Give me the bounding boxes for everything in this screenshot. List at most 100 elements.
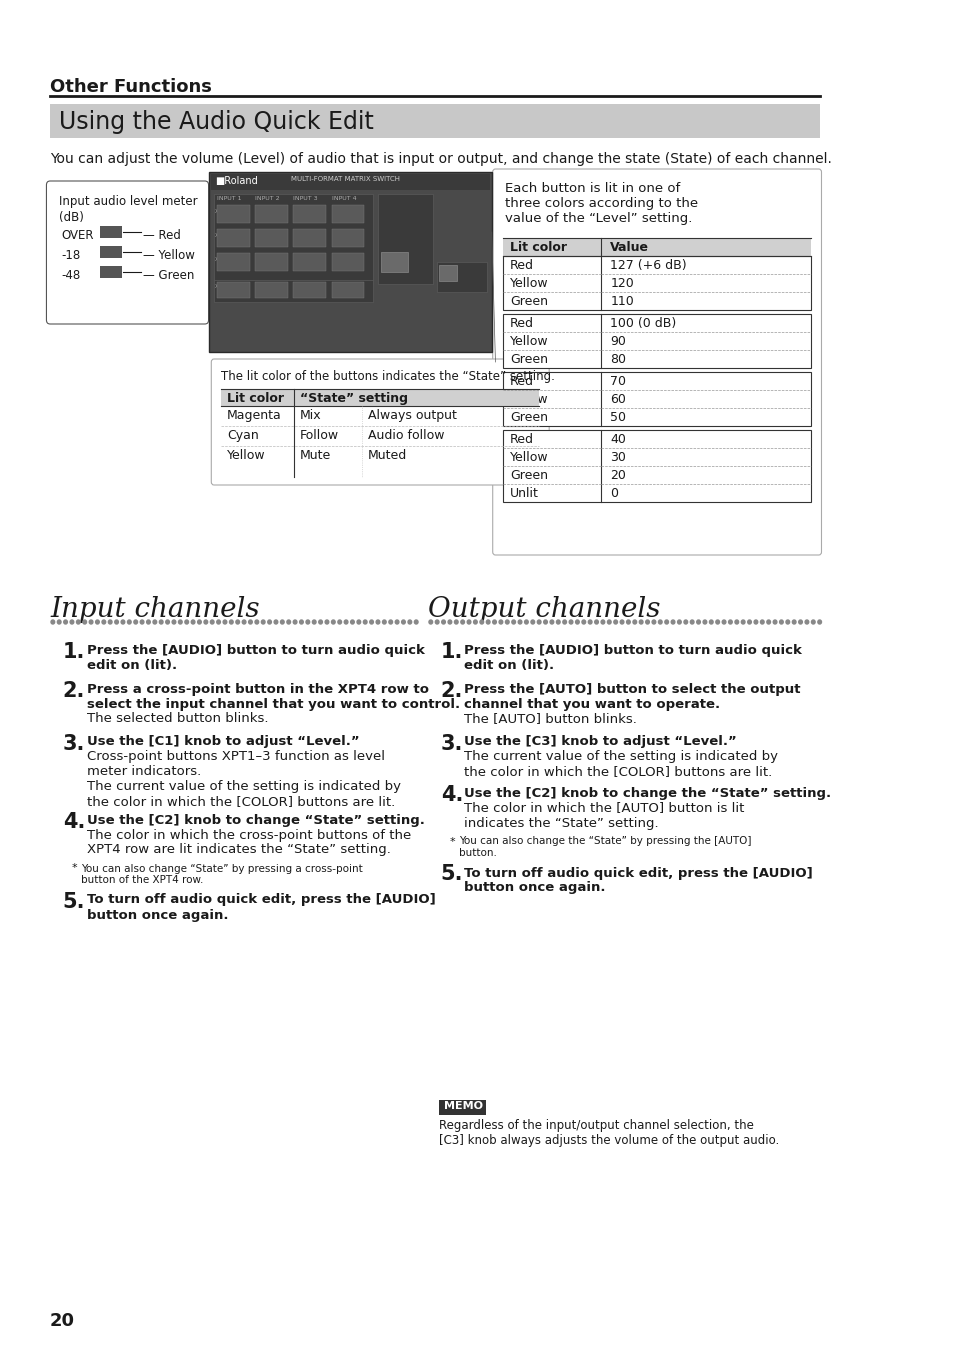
Circle shape bbox=[140, 620, 144, 624]
Circle shape bbox=[71, 620, 73, 624]
Text: XPT3: XPT3 bbox=[214, 257, 229, 263]
Circle shape bbox=[441, 620, 445, 624]
Circle shape bbox=[594, 620, 598, 624]
Circle shape bbox=[312, 620, 315, 624]
Text: 30: 30 bbox=[610, 451, 625, 464]
Bar bbox=[51, 104, 819, 138]
Circle shape bbox=[512, 620, 515, 624]
Text: (dB): (dB) bbox=[59, 211, 84, 223]
Bar bbox=[502, 431, 811, 502]
Text: 4.: 4. bbox=[440, 785, 463, 806]
Text: “State” setting: “State” setting bbox=[299, 393, 407, 405]
Circle shape bbox=[486, 620, 490, 624]
Circle shape bbox=[337, 620, 341, 624]
Text: Yellow: Yellow bbox=[510, 393, 548, 406]
Text: The current value of the setting is indicated by
the color in which the [COLOR] : The current value of the setting is indi… bbox=[464, 750, 778, 779]
Circle shape bbox=[76, 620, 80, 624]
Circle shape bbox=[454, 620, 457, 624]
Circle shape bbox=[588, 620, 592, 624]
Text: Each button is lit in one of
three colors according to the
value of the “Level” : Each button is lit in one of three color… bbox=[504, 181, 697, 225]
Circle shape bbox=[479, 620, 483, 624]
Bar bbox=[216, 204, 250, 223]
Text: Press the [AUDIO] button to turn audio quick
edit on (lit).: Press the [AUDIO] button to turn audio q… bbox=[464, 645, 801, 672]
Bar bbox=[211, 175, 490, 190]
Circle shape bbox=[299, 620, 303, 624]
Text: Yellow: Yellow bbox=[510, 278, 548, 290]
Text: The selected button blinks.: The selected button blinks. bbox=[87, 712, 268, 724]
Text: INPUT 3: INPUT 3 bbox=[293, 196, 317, 200]
Text: 50: 50 bbox=[610, 412, 625, 424]
Text: 20: 20 bbox=[51, 1312, 75, 1330]
Text: — Red: — Red bbox=[143, 229, 181, 242]
Circle shape bbox=[114, 620, 118, 624]
Circle shape bbox=[728, 620, 732, 624]
Text: Follow: Follow bbox=[299, 429, 338, 441]
Circle shape bbox=[306, 620, 310, 624]
Text: 5.: 5. bbox=[440, 864, 463, 884]
Text: Audio follow: Audio follow bbox=[368, 429, 444, 441]
Circle shape bbox=[779, 620, 782, 624]
Circle shape bbox=[460, 620, 464, 624]
Bar bbox=[438, 265, 456, 282]
Circle shape bbox=[395, 620, 398, 624]
Circle shape bbox=[531, 620, 534, 624]
Circle shape bbox=[249, 620, 252, 624]
Text: You can also change the “State” by pressing the [AUTO]
button.: You can also change the “State” by press… bbox=[458, 837, 751, 858]
Circle shape bbox=[734, 620, 738, 624]
Circle shape bbox=[811, 620, 814, 624]
Text: Red: Red bbox=[510, 433, 534, 445]
Bar bbox=[380, 252, 408, 272]
Circle shape bbox=[652, 620, 655, 624]
Circle shape bbox=[766, 620, 770, 624]
Text: The lit color of the buttons indicates the “State” setting.: The lit color of the buttons indicates t… bbox=[221, 370, 555, 383]
Bar bbox=[100, 246, 122, 259]
Text: Always output: Always output bbox=[368, 409, 456, 422]
Bar bbox=[502, 256, 811, 310]
Circle shape bbox=[537, 620, 540, 624]
Text: 3.: 3. bbox=[63, 734, 85, 753]
Circle shape bbox=[575, 620, 578, 624]
Text: 2.: 2. bbox=[63, 681, 85, 701]
Circle shape bbox=[658, 620, 661, 624]
Text: Mute: Mute bbox=[299, 450, 331, 462]
Bar bbox=[293, 253, 326, 271]
Text: INPUT 4: INPUT 4 bbox=[331, 196, 355, 200]
Circle shape bbox=[90, 620, 92, 624]
Text: Unlit: Unlit bbox=[510, 487, 538, 500]
Circle shape bbox=[197, 620, 201, 624]
Text: 70: 70 bbox=[610, 375, 625, 389]
Circle shape bbox=[363, 620, 367, 624]
Circle shape bbox=[492, 620, 496, 624]
Circle shape bbox=[607, 620, 611, 624]
Circle shape bbox=[632, 620, 636, 624]
Bar bbox=[100, 226, 122, 238]
Text: 3.: 3. bbox=[440, 734, 463, 753]
Bar bbox=[438, 1099, 486, 1114]
Bar bbox=[502, 372, 811, 427]
Bar bbox=[502, 238, 811, 256]
Circle shape bbox=[293, 620, 296, 624]
Text: Magenta: Magenta bbox=[227, 409, 281, 422]
Circle shape bbox=[747, 620, 751, 624]
Circle shape bbox=[550, 620, 553, 624]
Text: Red: Red bbox=[510, 375, 534, 389]
Text: Use the [C1] knob to adjust “Level.”: Use the [C1] knob to adjust “Level.” bbox=[87, 735, 358, 749]
Circle shape bbox=[773, 620, 776, 624]
Circle shape bbox=[702, 620, 706, 624]
Text: Cyan: Cyan bbox=[227, 429, 258, 441]
Circle shape bbox=[159, 620, 163, 624]
Circle shape bbox=[792, 620, 795, 624]
Circle shape bbox=[128, 620, 131, 624]
Circle shape bbox=[204, 620, 208, 624]
Circle shape bbox=[64, 620, 68, 624]
Circle shape bbox=[505, 620, 509, 624]
Text: You can also change “State” by pressing a cross-point
button of the XPT4 row.: You can also change “State” by pressing … bbox=[81, 864, 362, 886]
Text: Regardless of the input/output channel selection, the
[C3] knob always adjusts t: Regardless of the input/output channel s… bbox=[438, 1118, 779, 1147]
Text: Use the [C2] knob to change the “State” setting.: Use the [C2] knob to change the “State” … bbox=[464, 787, 831, 800]
Circle shape bbox=[562, 620, 566, 624]
Text: Output channels: Output channels bbox=[428, 596, 659, 623]
Circle shape bbox=[448, 620, 452, 624]
Text: Use the [C2] knob to change “State” setting.: Use the [C2] knob to change “State” sett… bbox=[87, 814, 424, 827]
Circle shape bbox=[287, 620, 291, 624]
Text: MEMO: MEMO bbox=[443, 1101, 482, 1112]
